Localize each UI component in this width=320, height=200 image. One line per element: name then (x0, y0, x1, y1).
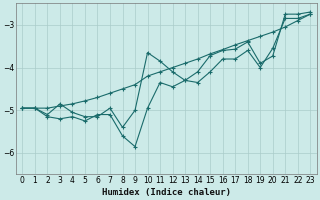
X-axis label: Humidex (Indice chaleur): Humidex (Indice chaleur) (102, 188, 231, 197)
